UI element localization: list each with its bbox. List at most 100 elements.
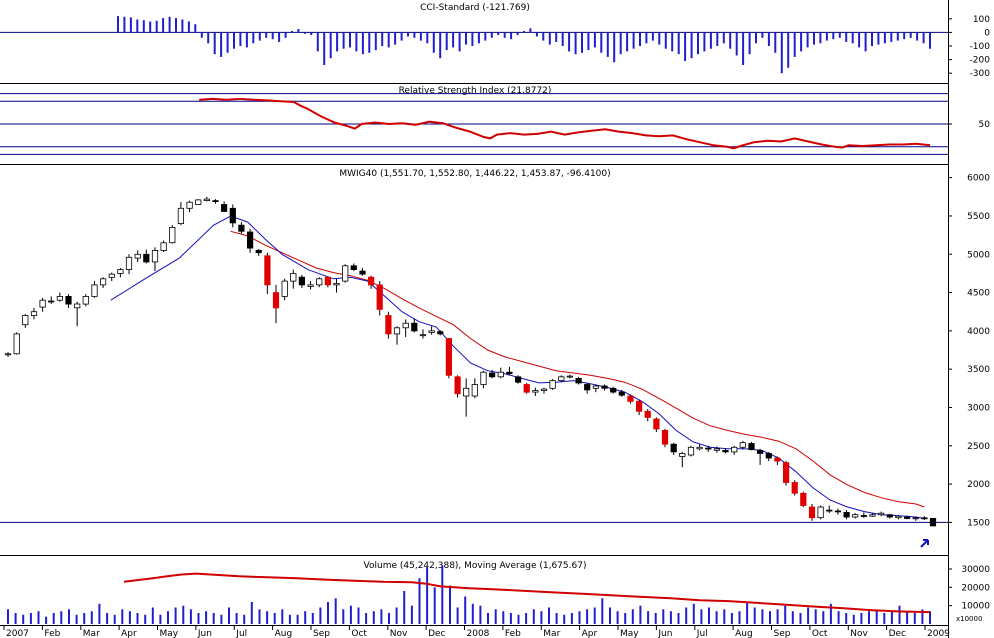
candle-body xyxy=(186,201,193,209)
candle-body xyxy=(4,353,12,356)
x-tick-label: Oct xyxy=(812,629,828,638)
candle-body xyxy=(125,256,133,270)
x-tick-label: Aug xyxy=(735,629,753,638)
candle-body xyxy=(739,442,746,448)
candle-body xyxy=(834,510,842,513)
candle-body xyxy=(195,199,202,205)
candle-body xyxy=(817,506,824,519)
x-tick-label: Apr xyxy=(582,629,598,638)
candle-body xyxy=(65,295,72,305)
candle-body xyxy=(13,333,20,355)
candle-body xyxy=(385,315,392,335)
candle-body xyxy=(445,338,453,376)
candle-body xyxy=(653,418,660,430)
candle-body xyxy=(100,278,107,286)
price-tick-label: 3000 xyxy=(967,404,990,414)
candle-body xyxy=(929,518,937,527)
candle-body xyxy=(592,385,600,389)
candle-body xyxy=(904,516,911,519)
cci-panel xyxy=(0,16,948,74)
candle-body xyxy=(307,284,314,287)
rsi-panel xyxy=(0,93,948,155)
candle-body xyxy=(203,198,210,202)
candle-body xyxy=(506,371,513,375)
candle-body xyxy=(791,482,798,494)
candle-body xyxy=(22,315,29,326)
price-tick-label: 4500 xyxy=(967,289,990,299)
candle-body xyxy=(108,273,115,278)
candle-body xyxy=(229,207,236,224)
candle-body xyxy=(878,512,885,516)
rsi-tick-label: 50 xyxy=(979,120,991,130)
x-tick-label: Sep xyxy=(313,629,330,638)
volume-title: Volume (45,242,388), Moving Average (1,6… xyxy=(364,561,587,571)
candle-body xyxy=(48,300,55,303)
x-tick-label: Feb xyxy=(505,629,521,638)
cci-tick-label: 100 xyxy=(973,15,990,25)
price-tick-label: 5000 xyxy=(967,250,990,260)
candle-body xyxy=(515,376,522,383)
volume-panel xyxy=(7,565,931,624)
x-tick-label: 2008 xyxy=(467,629,490,638)
x-tick-label: 2009 xyxy=(927,629,950,638)
candle-body xyxy=(290,272,297,282)
volume-tick-label: 30000 xyxy=(961,565,990,575)
candle-body xyxy=(800,492,807,506)
y-axis-ticks: 100 0 -100 -200 -300 50 6000 5500 5000 4500 4000 35… xyxy=(948,15,990,612)
x-tick-label: Oct xyxy=(351,629,367,638)
candle-body xyxy=(549,380,556,389)
candle-body xyxy=(869,514,876,517)
candle-body xyxy=(774,457,781,462)
candle-body xyxy=(324,276,332,286)
candle-body xyxy=(488,372,496,378)
rsi-title: Relative Strength Index (21.8772) xyxy=(399,86,552,96)
price-title: MWIG40 (1,551.70, 1,552.80, 1,446.22, 1,… xyxy=(339,169,610,179)
candle-body xyxy=(56,295,64,301)
candle-body xyxy=(238,224,245,232)
candle-body xyxy=(731,446,738,453)
moving-average-fast-line xyxy=(110,215,925,519)
x-tick-label: Jul xyxy=(696,629,708,638)
x-tick-label: Jun xyxy=(197,629,212,638)
candle-body xyxy=(765,452,772,459)
candle-body xyxy=(437,331,444,335)
candle-body xyxy=(151,249,159,263)
candle-body xyxy=(74,303,81,309)
candle-body xyxy=(808,506,816,519)
candle-body xyxy=(298,276,306,286)
candle-body xyxy=(497,371,504,378)
candle-body xyxy=(852,514,859,518)
cci-tick-label: -300 xyxy=(970,69,991,79)
candle-body xyxy=(748,443,755,450)
candle-body xyxy=(316,278,323,286)
volume-multiplier: x10000 xyxy=(956,615,982,623)
price-tick-label: 1500 xyxy=(967,518,990,528)
price-tick-label: 2500 xyxy=(967,442,990,452)
candle-body xyxy=(687,446,695,456)
candle-body xyxy=(367,276,375,286)
candle-body xyxy=(91,284,98,297)
candle-body xyxy=(160,242,167,251)
candle-body xyxy=(333,282,340,286)
price-tick-label: 5500 xyxy=(967,212,990,222)
candle-body xyxy=(350,265,357,270)
candle-body xyxy=(843,512,850,518)
cci-tick-label: -200 xyxy=(970,56,991,66)
candle-body xyxy=(601,385,608,389)
candle-body xyxy=(783,462,790,483)
candle-body xyxy=(177,207,184,225)
x-tick-label: Dec xyxy=(428,629,445,638)
volume-tick-label: 10000 xyxy=(961,602,990,612)
x-axis: 2007 Feb Mar Apr May Jun Jul Aug Sep Oct Nov Dec 200… xyxy=(3,625,950,638)
x-tick-label: May xyxy=(620,629,639,638)
price-tick-label: 4000 xyxy=(967,327,990,337)
candle-body xyxy=(722,449,729,453)
arrow-icon[interactable] xyxy=(920,539,929,548)
candle-body xyxy=(463,387,470,397)
cci-title: CCI-Standard (-121.769) xyxy=(420,3,530,13)
x-tick-label: Mar xyxy=(83,629,100,638)
price-tick-label: 2000 xyxy=(967,480,990,490)
candle-body xyxy=(661,429,669,445)
candle-body xyxy=(402,322,409,329)
candle-body xyxy=(428,330,435,333)
